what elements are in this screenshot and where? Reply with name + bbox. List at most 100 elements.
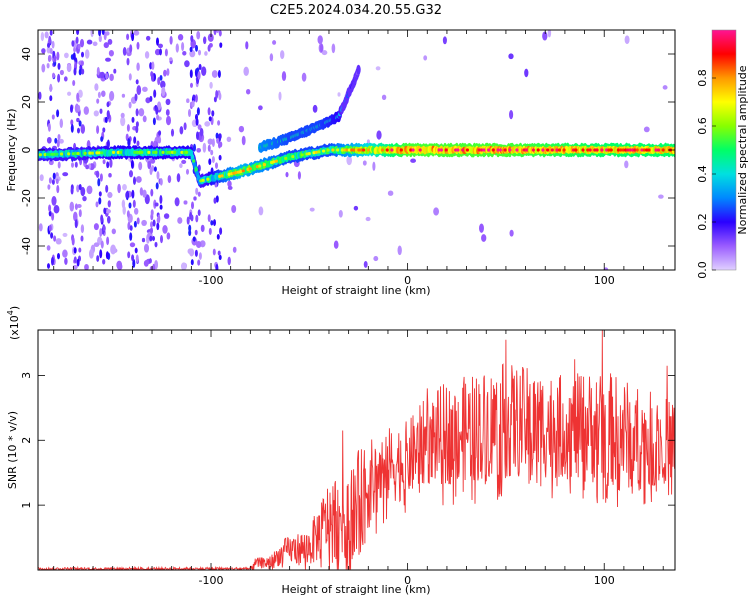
- spectrogram-cell: [159, 195, 163, 204]
- spectrogram-cell: [92, 41, 98, 47]
- spectrogram-cell: [241, 169, 245, 173]
- spectrogram-cell: [133, 176, 136, 185]
- spectrogram-cell: [210, 220, 214, 226]
- spectrogram-cell: [541, 148, 545, 152]
- spectrogram-cell: [95, 201, 99, 208]
- spectrogram-cell: [54, 137, 58, 144]
- spectrogram-cell: [161, 150, 165, 154]
- spectrogram-cell: [44, 31, 49, 39]
- spectrogram-cell: [80, 224, 85, 234]
- spectrogram-cell: [53, 55, 57, 63]
- spectrogram-x-tick-label: -100: [199, 274, 224, 287]
- spectrogram-cell: [81, 68, 85, 75]
- spectrogram-cell: [158, 130, 162, 136]
- snr-x-axis-label: Height of straight line (km): [281, 583, 430, 596]
- spectrogram-cell: [397, 245, 402, 256]
- spectrogram-cell: [136, 62, 140, 71]
- spectrogram-cell: [197, 209, 201, 217]
- spectrogram-cell: [64, 257, 68, 265]
- spectrogram-cell: [207, 44, 211, 52]
- spectrogram-cell: [301, 72, 307, 82]
- spectrogram-cell: [498, 148, 502, 152]
- spectrogram-cell: [105, 72, 109, 80]
- spectrogram-cell: [49, 30, 53, 36]
- spectrogram-cell: [149, 95, 153, 102]
- spectrogram-cell: [153, 89, 157, 98]
- spectrogram-cell: [258, 206, 264, 216]
- spectrogram-cell: [64, 52, 69, 59]
- spectrogram-cell: [138, 108, 145, 117]
- spectrogram-cell: [101, 90, 106, 97]
- spectrogram-cell: [120, 116, 126, 127]
- spectrogram-cell: [57, 73, 61, 83]
- spectrogram-cell: [142, 115, 147, 123]
- spectrogram-cell: [182, 150, 186, 154]
- spectrogram-cell: [41, 63, 46, 73]
- spectrogram-cell: [347, 148, 351, 152]
- spectrogram-cell: [155, 106, 159, 115]
- spectrogram-cell: [127, 221, 131, 231]
- spectrogram-cell: [437, 148, 441, 152]
- spectrogram-y-tick-label: -40: [20, 237, 33, 255]
- spectrogram-cell: [281, 71, 287, 82]
- spectrogram-cell: [211, 70, 218, 78]
- spectrogram-cell: [190, 214, 194, 222]
- spectrogram-cell: [218, 30, 222, 37]
- spectrogram-cell: [508, 148, 512, 152]
- spectrogram-cell: [630, 148, 635, 152]
- spectrogram-cell: [48, 152, 52, 156]
- spectrogram-cell: [337, 92, 341, 97]
- spectrogram-cell: [547, 30, 552, 38]
- spectrogram-cell: [191, 201, 194, 210]
- spectrogram-cell: [98, 30, 102, 37]
- spectrogram-cell: [67, 91, 72, 96]
- spectrogram-cell: [312, 151, 316, 155]
- spectrogram-cell: [192, 236, 196, 242]
- snr-y-axis-label: SNR (10 * v/v): [6, 411, 19, 489]
- spectrogram-cell: [433, 207, 440, 216]
- spectrogram-cell: [196, 107, 200, 116]
- spectrogram-cell: [208, 116, 212, 122]
- spectrogram-cell: [150, 209, 154, 217]
- spectrogram-cell: [99, 108, 103, 114]
- spectrogram-cell: [148, 258, 152, 264]
- spectrogram-cell: [39, 174, 44, 182]
- spectrogram-cell: [461, 148, 465, 152]
- spectrogram-cell: [159, 178, 163, 186]
- spectrogram-cell: [100, 151, 104, 155]
- spectrogram-cell: [107, 215, 111, 224]
- spectrogram-cell: [143, 260, 149, 267]
- spectrogram-cell: [150, 221, 153, 228]
- spectrogram-cell: [245, 41, 249, 50]
- spectrogram-cell: [210, 149, 214, 156]
- spectrogram-cell: [170, 128, 175, 137]
- spectrogram-cell: [149, 166, 153, 176]
- spectrogram-cell: [72, 79, 76, 87]
- spectrogram-cell: [76, 151, 80, 156]
- spectrogram-cell: [479, 223, 484, 233]
- spectrogram-cell: [195, 44, 198, 52]
- spectrogram-cell: [97, 91, 101, 98]
- spectrogram-cell: [202, 142, 207, 153]
- spectrogram-cell: [47, 263, 50, 269]
- spectrogram-cell: [196, 31, 201, 40]
- spectrogram-cell: [125, 191, 129, 199]
- spectrogram-cell: [69, 201, 75, 212]
- spectrogram-cell: [624, 35, 630, 45]
- spectrogram-cell: [621, 148, 625, 152]
- spectrogram-cell: [410, 158, 417, 163]
- spectrogram-cell: [127, 138, 131, 147]
- spectrogram-cell: [193, 143, 196, 152]
- spectrogram-cell: [89, 248, 94, 259]
- spectrogram-cell: [508, 53, 514, 60]
- spectrogram-cell: [143, 243, 150, 253]
- spectrogram-cell: [409, 148, 413, 152]
- spectrogram-cell: [129, 232, 133, 241]
- spectrogram-cell: [72, 264, 78, 270]
- spectrogram-cell: [55, 152, 59, 156]
- spectrogram-cell: [106, 236, 110, 246]
- spectrogram-cell: [255, 165, 259, 169]
- colorbar-ticks: 0.0 0.2 0.4 0.6 0.8: [696, 69, 716, 279]
- snr-plot-area: [38, 330, 675, 570]
- spectrogram-cell: [51, 212, 55, 221]
